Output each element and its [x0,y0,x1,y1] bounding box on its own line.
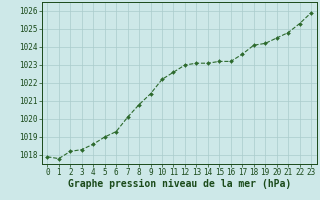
X-axis label: Graphe pression niveau de la mer (hPa): Graphe pression niveau de la mer (hPa) [68,179,291,189]
